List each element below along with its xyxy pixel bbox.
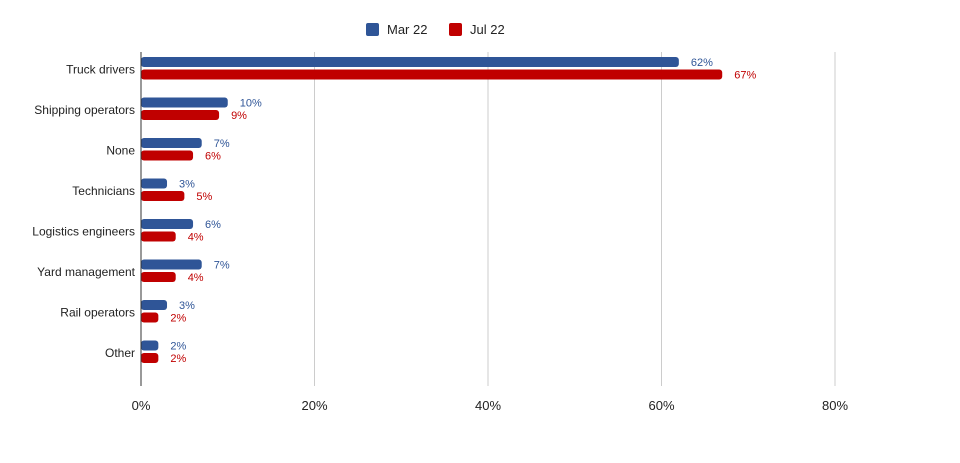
bar-mar-22	[141, 57, 679, 67]
data-label: 5%	[196, 191, 212, 203]
y-category-label: Rail operators	[60, 305, 135, 319]
data-label: 6%	[205, 219, 221, 231]
y-category-label: Other	[105, 346, 135, 360]
legend-swatch	[449, 23, 462, 36]
bar-jul-22	[141, 353, 159, 363]
data-label: 2%	[170, 313, 186, 325]
legend: Mar 22 Jul 22	[366, 22, 505, 37]
x-tick-label: 20%	[301, 398, 327, 413]
bar-jul-22	[141, 312, 159, 323]
bar-mar-22	[141, 219, 194, 229]
gridlines	[314, 52, 836, 386]
axes: 0% 20% 40% 60% 80% Truck drivers Shipping oper…	[32, 52, 848, 413]
data-label: 4%	[188, 272, 204, 284]
bar-mar-22	[141, 300, 168, 310]
legend-swatch	[366, 23, 379, 36]
data-label: 3%	[179, 300, 195, 312]
data-label: 7%	[214, 138, 230, 150]
y-category-label: Truck drivers	[66, 62, 135, 76]
data-label: 3%	[179, 179, 195, 191]
data-label: 62%	[691, 57, 713, 69]
bar-mar-22	[141, 178, 168, 189]
y-category-label: Logistics engineers	[32, 224, 135, 238]
bar-mar-22	[141, 259, 202, 270]
y-category-label: Technicians	[72, 184, 135, 198]
legend-label: Jul 22	[470, 22, 505, 37]
bar-mar-22	[141, 340, 159, 351]
data-label: 10%	[240, 98, 262, 110]
x-tick-label: 80%	[822, 398, 848, 413]
data-label: 67%	[734, 70, 756, 82]
y-category-label: Yard management	[37, 265, 136, 279]
data-label: 7%	[214, 260, 230, 272]
data-label: 6%	[205, 151, 221, 163]
bar-jul-22	[141, 191, 185, 201]
data-label: 2%	[170, 341, 186, 353]
bars	[141, 57, 723, 363]
y-category-label: Shipping operators	[34, 103, 135, 117]
x-tick-label: 60%	[648, 398, 674, 413]
bar-mar-22	[141, 138, 202, 148]
data-label: 9%	[231, 110, 247, 122]
data-label: 2%	[170, 353, 186, 365]
bar-jul-22	[141, 150, 194, 161]
x-tick-label: 0%	[132, 398, 151, 413]
x-tick-label: 40%	[475, 398, 501, 413]
bar-jul-22	[141, 272, 176, 282]
bar-jul-22	[141, 231, 176, 242]
bar-jul-22	[141, 110, 220, 120]
bar-jul-22	[141, 69, 723, 80]
data-labels: 62%10%7%3%6%7%3%2%67%9%6%5%4%4%2%2%	[170, 57, 756, 365]
data-label: 4%	[188, 232, 204, 244]
legend-label: Mar 22	[387, 22, 427, 37]
bar-mar-22	[141, 97, 228, 108]
y-category-label: None	[106, 143, 135, 157]
